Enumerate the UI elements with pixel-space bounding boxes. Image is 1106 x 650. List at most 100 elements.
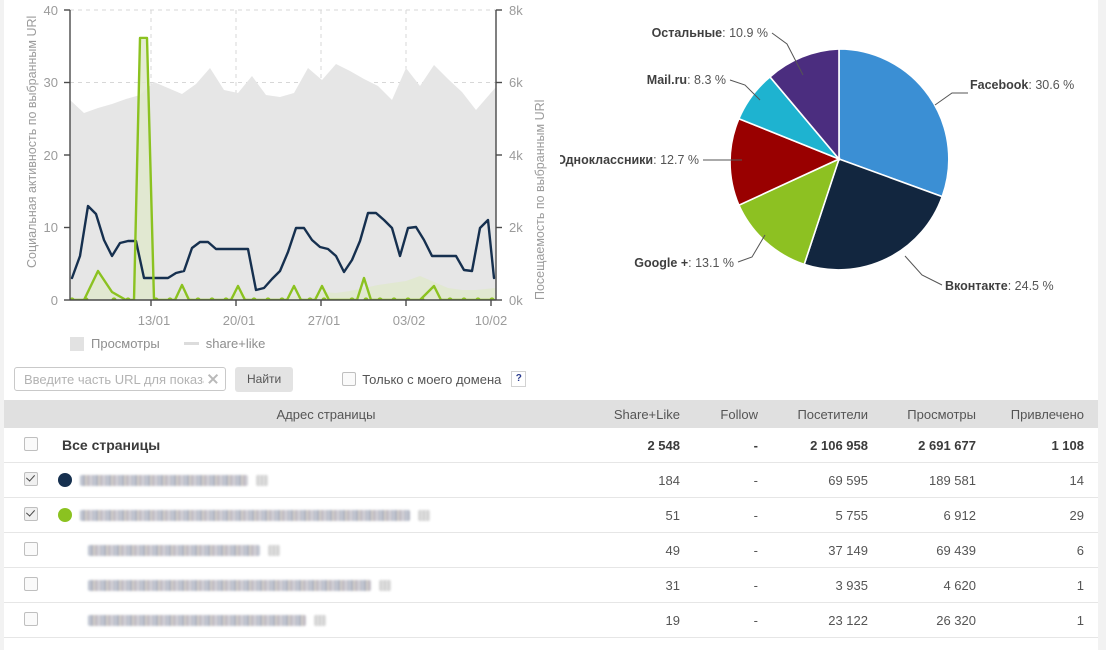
th-visitors[interactable]: Посетители	[772, 400, 882, 428]
pie-label-vkontakte-name: Вконтакте	[945, 279, 1008, 293]
row-select-cell[interactable]	[4, 497, 58, 533]
y2-tick-6k: 6k	[509, 75, 523, 90]
y-axis-right-title: Посещаемость по выбранным URl	[533, 100, 547, 300]
table-row[interactable]: 51 - 5 755 6 912 29	[4, 497, 1098, 533]
table-body: Все страницы 2 548 - 2 106 958 2 691 677…	[4, 428, 1098, 638]
pie-label-odnoklassniki-value: 12.7 %	[660, 153, 699, 167]
row-views-total: 2 691 677	[882, 428, 990, 463]
activity-line-chart: 40 30 20 10 0 8k 6k 4k 2k 0k 13/01 2	[4, 0, 564, 358]
row-checkbox[interactable]	[24, 471, 38, 486]
row-visitors: 3 935	[772, 567, 882, 603]
y-tick-10: 10	[44, 220, 58, 235]
pie-label-vkontakte-value: 24.5 %	[1015, 279, 1054, 293]
pie-label-facebook-name: Facebook	[970, 78, 1028, 92]
pie-label-mailru-value: 8.3 %	[694, 73, 726, 87]
row-attracted-total: 1 108	[990, 428, 1098, 463]
row-checkbox[interactable]	[24, 506, 38, 521]
row-visitors: 23 122	[772, 602, 882, 638]
external-link-icon[interactable]	[314, 614, 326, 626]
table-row-total[interactable]: Все страницы 2 548 - 2 106 958 2 691 677…	[4, 428, 1098, 463]
row-checkbox[interactable]	[24, 611, 38, 626]
table-row[interactable]: 184 - 69 595 189 581 14	[4, 462, 1098, 498]
pie-label-facebook: Facebook: 30.6 %	[970, 78, 1074, 92]
y-tick-30: 30	[44, 75, 58, 90]
help-icon[interactable]: ?	[511, 371, 527, 387]
domain-only-label: Только с моего домена	[362, 371, 502, 387]
pages-table-wrapper: Адрес страницы Share+Like Follow Посетит…	[4, 400, 1098, 638]
pie-label-googleplus-value: 13.1 %	[695, 256, 734, 270]
th-address[interactable]: Адрес страницы	[58, 400, 594, 428]
legend-item-sharelike: share+like	[183, 336, 265, 351]
row-sharelike: 19	[594, 602, 694, 638]
x-tick-2: 20/01	[223, 313, 256, 328]
x-tick-1: 13/01	[138, 313, 171, 328]
pie-label-others-name: Остальные	[652, 26, 723, 40]
legend-area-swatch-icon	[70, 336, 84, 351]
series-color-dot-icon	[58, 508, 72, 522]
series-color-dot-icon	[58, 473, 72, 487]
row-visitors: 69 595	[772, 462, 882, 498]
x-axis-ticks	[150, 300, 492, 306]
row-address-cell[interactable]	[58, 602, 594, 638]
pie-slice-odnoklassniki[interactable]	[729, 117, 842, 207]
clear-input-icon[interactable]	[206, 372, 220, 386]
row-attracted: 14	[990, 462, 1098, 498]
table-row[interactable]: 31 - 3 935 4 620 1	[4, 567, 1098, 603]
domain-only-filter[interactable]: Только с моего домена ?	[342, 371, 527, 387]
row-address-cell[interactable]	[58, 532, 594, 568]
th-select	[4, 400, 58, 428]
row-follow: -	[694, 462, 772, 498]
pie-label-others-value: 10.9 %	[729, 26, 768, 40]
row-address-cell[interactable]	[58, 497, 594, 533]
pie-slice-others[interactable]	[768, 48, 840, 162]
line-chart-svg: 40 30 20 10 0 8k 6k 4k 2k 0k 13/01 2	[25, 3, 547, 328]
row-select-cell[interactable]	[4, 602, 58, 638]
th-attracted[interactable]: Привлечено	[990, 400, 1098, 428]
row-address-cell[interactable]	[58, 462, 594, 498]
row-visitors: 5 755	[772, 497, 882, 533]
row-attracted: 29	[990, 497, 1098, 533]
row-checkbox[interactable]	[24, 541, 38, 556]
series-area-views	[70, 64, 496, 300]
pie-slice-googleplus[interactable]	[737, 157, 841, 266]
row-follow: -	[694, 602, 772, 638]
charts-region: 40 30 20 10 0 8k 6k 4k 2k 0k 13/01 2	[4, 0, 1098, 358]
domain-only-checkbox[interactable]	[342, 372, 357, 386]
x-tick-4: 03/02	[393, 313, 426, 328]
row-checkbox-total[interactable]	[24, 436, 38, 451]
th-sharelike[interactable]: Share+Like	[594, 400, 694, 428]
row-select-cell[interactable]	[4, 462, 58, 498]
url-search-input[interactable]	[22, 370, 206, 388]
pie-slice-vkontakte[interactable]	[803, 157, 944, 271]
redacted-url	[58, 603, 580, 637]
y2-tick-0k: 0k	[509, 293, 523, 308]
row-checkbox[interactable]	[24, 576, 38, 591]
sources-pie-chart: Facebook: 30.6 % Вконтакте: 24.5 % Googl…	[560, 0, 1102, 330]
url-filter-box[interactable]	[14, 367, 226, 391]
row-select-cell[interactable]	[4, 428, 58, 463]
external-link-icon[interactable]	[268, 544, 280, 556]
table-row[interactable]: 49 - 37 149 69 439 6	[4, 532, 1098, 568]
th-follow[interactable]: Follow	[694, 400, 772, 428]
row-select-cell[interactable]	[4, 567, 58, 603]
external-link-icon[interactable]	[379, 579, 391, 591]
pie-label-googleplus-name: Google +	[634, 256, 688, 270]
y-axis-left-ticks	[64, 9, 70, 301]
pie-label-googleplus: Google +: 13.1 %	[634, 256, 734, 270]
redacted-url-text	[80, 474, 248, 486]
external-link-icon[interactable]	[256, 474, 268, 486]
y2-tick-2k: 2k	[509, 220, 523, 235]
row-address-cell[interactable]	[58, 567, 594, 603]
pie-label-others: Остальные: 10.9 %	[652, 26, 768, 40]
y2-tick-8k: 8k	[509, 3, 523, 18]
y-tick-40: 40	[44, 3, 58, 18]
redacted-url-text	[88, 579, 371, 591]
row-select-cell[interactable]	[4, 532, 58, 568]
table-row[interactable]: 19 - 23 122 26 320 1	[4, 602, 1098, 638]
find-button[interactable]: Найти	[235, 366, 294, 392]
th-views[interactable]: Просмотры	[882, 400, 990, 428]
external-link-icon[interactable]	[418, 509, 430, 521]
pie-slice-facebook[interactable]	[838, 48, 950, 198]
row-sharelike: 51	[594, 497, 694, 533]
